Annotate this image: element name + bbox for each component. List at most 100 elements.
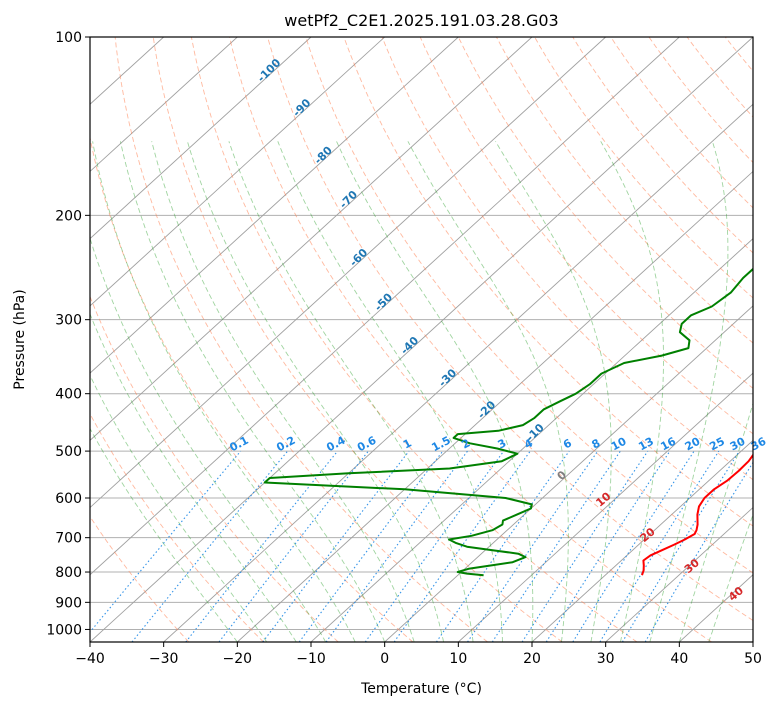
y-tick-label: 1000	[46, 622, 82, 638]
x-tick-label: 10	[449, 651, 467, 667]
mixing-ratio-line	[572, 450, 695, 642]
x-axis-title: Temperature (°C)	[360, 681, 482, 697]
x-tick-label: −30	[149, 651, 179, 667]
isotherm-label: -40	[398, 334, 421, 357]
moist-adiabat-line	[407, 141, 569, 642]
isotherm-line	[90, 37, 312, 240]
dry-adiabat-label: 20	[638, 525, 658, 545]
isotherm-line	[531, 439, 753, 642]
mixing-ratio-line	[545, 450, 671, 642]
dry-adiabat-label: 30	[682, 556, 702, 576]
isotherm-line	[90, 37, 753, 642]
isotherm-label: -70	[337, 188, 360, 211]
mixing-ratio-line	[621, 450, 740, 642]
moist-adiabat-line	[151, 141, 415, 642]
mixing-ratio-label: 13	[636, 435, 656, 454]
dry-adiabat-line	[90, 135, 414, 642]
mixing-ratio-line	[90, 450, 242, 633]
dry-adiabat-line	[724, 37, 753, 72]
dry-adiabat-line	[381, 37, 753, 481]
moist-adiabat-line	[277, 141, 503, 642]
mixing-ratio-line	[599, 450, 720, 642]
moist-adiabat-line	[649, 141, 729, 642]
isotherm-line	[90, 37, 459, 374]
y-tick-label: 100	[55, 30, 82, 46]
dry-adiabat-line	[305, 37, 753, 574]
mixing-ratio-line	[262, 450, 410, 642]
moist-adiabat-line	[678, 401, 753, 642]
x-tick-label: −40	[75, 651, 105, 667]
mixing-ratio-label: 36	[749, 435, 769, 454]
y-axis-title: Pressure (hPa)	[12, 289, 28, 389]
plot-frame	[89, 36, 754, 643]
mixing-ratio-line	[298, 450, 444, 642]
mixing-ratio-line	[364, 450, 505, 642]
isotherm-label: -60	[347, 246, 370, 269]
dry-adiabat-line	[610, 37, 753, 209]
x-tick-label: 0	[380, 651, 389, 667]
mixing-ratio-line	[521, 450, 649, 642]
isotherm-line	[752, 641, 753, 642]
dry-adiabat-line	[496, 37, 753, 344]
dry-adiabat-line	[648, 37, 753, 164]
mixing-ratio-label: 6	[561, 436, 574, 451]
isotherm-label: -20	[475, 398, 498, 421]
isotherm-line	[90, 37, 238, 173]
y-tick-label: 700	[55, 531, 82, 547]
x-tick-label: 50	[744, 651, 762, 667]
x-tick-label: 30	[597, 651, 615, 667]
mixing-ratio-line	[435, 450, 570, 642]
x-tick-label: −20	[223, 651, 253, 667]
isotherm-line	[458, 372, 753, 642]
mixing-ratio-label: 20	[683, 435, 703, 454]
isotherm-line	[90, 37, 533, 441]
moist-adiabat-line	[186, 141, 445, 642]
moist-adiabat-line	[600, 141, 664, 642]
dewpoint-profile-line	[263, 267, 753, 577]
dry-adiabat-line	[686, 37, 753, 118]
isotherm-line	[384, 305, 753, 642]
mixing-ratio-label: 30	[728, 435, 748, 454]
dry-adiabat-line	[90, 295, 339, 642]
data-lines	[263, 267, 753, 577]
dry-adiabat-line	[572, 37, 753, 254]
isotherm-label: -100	[255, 56, 284, 85]
moist-adiabat-line	[495, 141, 612, 642]
y-tick-label: 400	[55, 387, 82, 403]
dry-adiabat-line	[90, 515, 190, 642]
y-tick-label: 900	[55, 595, 82, 611]
mixing-ratio-label: 8	[590, 436, 603, 451]
dry-adiabat-line	[457, 37, 753, 389]
dry-adiabat-line	[267, 37, 753, 622]
mixing-ratio-label: 25	[707, 435, 727, 454]
x-tick-label: 40	[670, 651, 688, 667]
background-lines	[90, 37, 775, 642]
dry-adiabat-line	[534, 37, 753, 299]
y-tick-label: 300	[55, 313, 82, 329]
x-tick-label: 20	[523, 651, 541, 667]
y-tick-label: 500	[55, 444, 82, 460]
y-tick-label: 600	[55, 491, 82, 507]
dry-adiabat-line	[419, 37, 753, 435]
dry-adiabat-line	[90, 412, 264, 642]
moist-adiabat-line	[119, 141, 386, 642]
moist-adiabat-line	[708, 513, 753, 642]
mixing-ratio-line	[393, 450, 531, 642]
moist-adiabat-line	[336, 141, 534, 642]
mixing-ratio-line	[325, 450, 468, 642]
isotherm-label: -50	[372, 290, 395, 313]
moist-adiabat-line	[90, 427, 238, 642]
isotherm-line	[90, 37, 680, 576]
dry-adiabat-line	[763, 37, 775, 642]
y-tick-label: 800	[55, 565, 82, 581]
isotherm-line	[237, 170, 753, 642]
moist-adiabat-line	[90, 312, 297, 642]
isotherm-line	[90, 37, 385, 307]
moist-adiabat-line	[228, 141, 474, 642]
axes: −40 −30 −20 −10 0 10 20 30 40 50 1000 900 800 700 600 5…	[46, 30, 762, 667]
isotherm-line	[90, 37, 606, 509]
dry-adiabat-line	[190, 37, 638, 642]
mixing-ratio-line	[185, 450, 339, 642]
x-tick-label: −10	[296, 651, 326, 667]
